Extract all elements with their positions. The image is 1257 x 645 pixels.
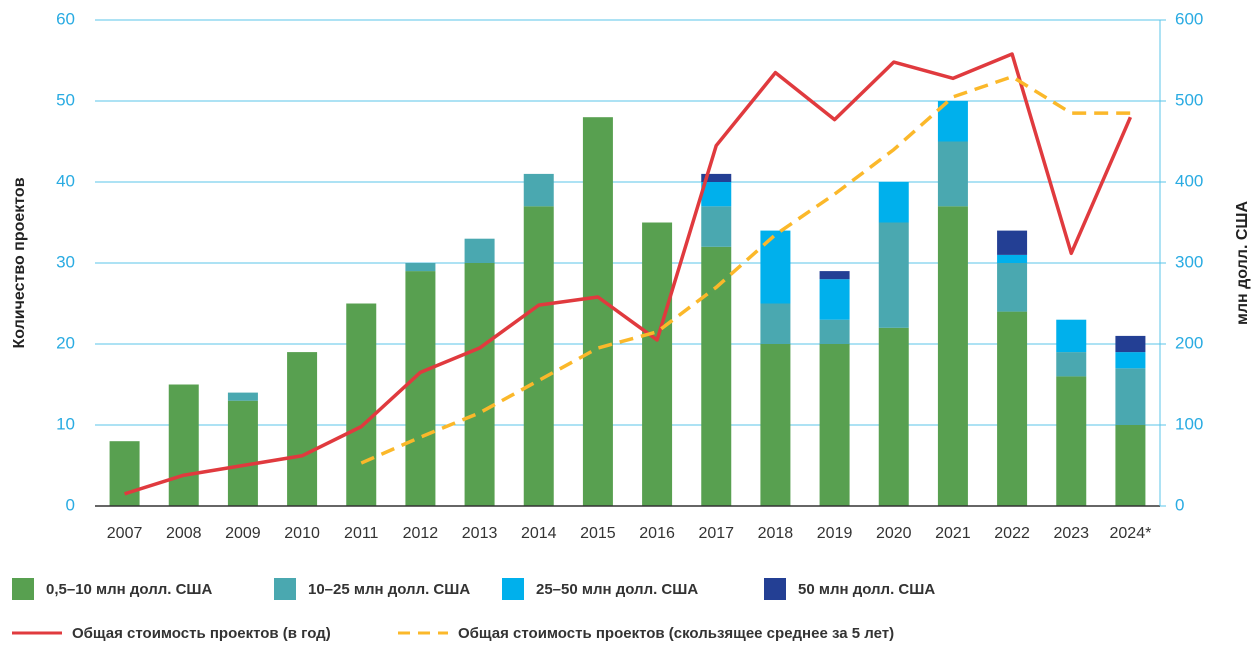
- y-tick-label: 10: [56, 414, 75, 433]
- x-tick-label: 2020: [876, 525, 912, 542]
- bar: [287, 352, 318, 506]
- legend-label: Общая стоимость проектов (скользящее сре…: [458, 625, 894, 642]
- y2-tick-label: 300: [1175, 252, 1203, 271]
- bar: [878, 182, 909, 223]
- bar: [701, 173, 732, 182]
- bar: [819, 279, 850, 320]
- line: [124, 52, 1133, 496]
- legend-swatch: [274, 578, 296, 600]
- x-tick-label: 2017: [698, 525, 734, 542]
- y2-tick-label: 600: [1175, 9, 1203, 28]
- legend-swatch: [502, 578, 524, 600]
- y-tick-label: 40: [56, 171, 75, 190]
- x-tick-label: 2009: [225, 525, 261, 542]
- x-tick-label: 2007: [107, 525, 143, 542]
- bar: [997, 254, 1028, 263]
- bar: [819, 344, 850, 506]
- bar: [227, 392, 258, 401]
- bar: [523, 173, 554, 207]
- bar: [701, 246, 732, 507]
- bar: [405, 263, 436, 272]
- x-tick-label: 2024*: [1110, 525, 1152, 542]
- bar: [997, 311, 1028, 506]
- bar: [937, 141, 968, 207]
- bar: [878, 327, 909, 506]
- bar: [760, 303, 791, 344]
- y-tick-label: 50: [56, 90, 75, 109]
- bar: [1056, 352, 1087, 377]
- x-tick-label: 2019: [817, 525, 853, 542]
- y2-axis-title: млн долл. США: [1234, 201, 1251, 325]
- legend-label: 0,5–10 млн долл. США: [46, 581, 213, 598]
- bar: [405, 271, 436, 506]
- legend-label: Общая стоимость проектов (в год): [72, 625, 331, 642]
- x-tick-label: 2011: [344, 525, 379, 542]
- line: [360, 74, 1131, 465]
- x-tick-label: 2013: [462, 525, 498, 542]
- x-tick-label: 2008: [166, 525, 202, 542]
- legend-label: 50 млн долл. США: [798, 581, 935, 598]
- legend-swatch: [12, 578, 34, 600]
- bar: [819, 271, 850, 280]
- x-tick-label: 2018: [758, 525, 794, 542]
- y-tick-label: 30: [56, 252, 75, 271]
- y2-tick-label: 500: [1175, 90, 1203, 109]
- x-tick-label: 2014: [521, 525, 557, 542]
- x-tick-label: 2021: [935, 525, 971, 542]
- bar: [701, 206, 732, 247]
- legend-swatch: [764, 578, 786, 600]
- y2-tick-label: 200: [1175, 333, 1203, 352]
- y-tick-label: 20: [56, 333, 75, 352]
- bar: [1115, 425, 1146, 506]
- bar: [109, 441, 140, 506]
- bar: [760, 344, 791, 506]
- legend-label: 25–50 млн долл. США: [536, 581, 698, 598]
- bar: [1056, 376, 1087, 506]
- legend-label: 10–25 млн долл. США: [308, 581, 470, 598]
- bar: [1115, 352, 1146, 369]
- x-tick-label: 2010: [284, 525, 320, 542]
- bar: [1056, 319, 1087, 353]
- x-tick-label: 2012: [403, 525, 439, 542]
- y-tick-label: 60: [56, 9, 75, 28]
- bar: [168, 384, 199, 506]
- bar: [227, 400, 258, 506]
- bar: [819, 319, 850, 344]
- bar: [464, 238, 495, 263]
- y-axis-title: Количество проектов: [11, 177, 28, 348]
- bar: [1115, 368, 1146, 425]
- bar: [582, 117, 613, 506]
- bar: [701, 182, 732, 207]
- x-tick-label: 2015: [580, 525, 616, 542]
- x-tick-label: 2022: [994, 525, 1030, 542]
- bar: [346, 303, 377, 506]
- bar: [464, 263, 495, 506]
- y2-tick-label: 400: [1175, 171, 1203, 190]
- bar: [878, 222, 909, 328]
- bar: [937, 206, 968, 507]
- x-tick-label: 2023: [1053, 525, 1089, 542]
- bar: [642, 222, 673, 506]
- x-tick-label: 2016: [639, 525, 675, 542]
- bar: [997, 230, 1028, 255]
- y-tick-label: 0: [66, 495, 75, 514]
- y2-tick-label: 0: [1175, 495, 1184, 514]
- bar: [760, 230, 791, 304]
- y2-tick-label: 100: [1175, 414, 1203, 433]
- bar: [997, 263, 1028, 312]
- bar: [1115, 335, 1146, 353]
- bar: [523, 206, 554, 507]
